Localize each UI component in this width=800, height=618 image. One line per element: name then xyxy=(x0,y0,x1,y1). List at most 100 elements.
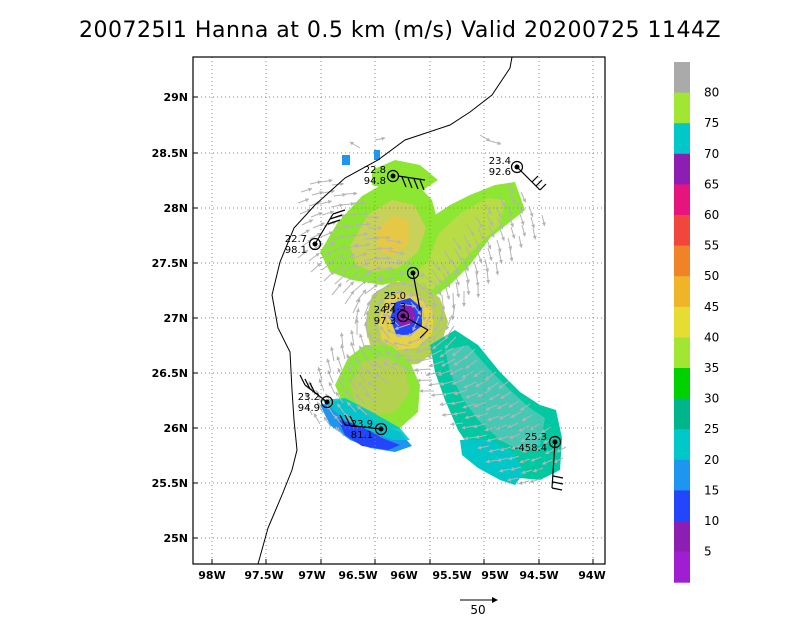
wind-vector xyxy=(496,239,502,253)
radar-site: 24.497.3 xyxy=(374,305,429,339)
wind-vector xyxy=(433,280,442,296)
wind-vector xyxy=(304,392,311,405)
colorbar-segment xyxy=(674,245,690,277)
wind-vector xyxy=(450,422,464,427)
wind-vector xyxy=(375,284,391,293)
y-tick-label: 26N xyxy=(163,422,188,435)
colorbar-segment xyxy=(674,398,690,430)
wind-vector xyxy=(465,392,479,399)
wind-vector xyxy=(297,198,310,204)
wind-vector xyxy=(387,271,405,276)
radar-site: 25.3-458.4 xyxy=(515,432,564,491)
wind-vector xyxy=(427,349,443,358)
wind-vector xyxy=(498,380,510,389)
wind-vector xyxy=(386,239,402,244)
wind-vector xyxy=(507,182,514,194)
wind-vector xyxy=(363,321,369,339)
colorbar: 80 75 70 65 60 55 50 45 40 35 30 25 20 15 10 5 xyxy=(674,62,719,583)
wind-vector xyxy=(407,326,422,337)
wind-vector xyxy=(368,332,377,348)
x-axis-ticks: 98W 97.5W 97W 96.5W 96W 95.5W 95W 94.5W 94W xyxy=(198,559,606,582)
wind-barb xyxy=(412,272,421,311)
wind-vector xyxy=(341,253,356,261)
wind-vector xyxy=(463,235,472,248)
wind-vector xyxy=(466,224,475,237)
wind-vector xyxy=(320,231,334,238)
wind-vector xyxy=(417,357,434,363)
wind-barb-flag xyxy=(413,178,419,190)
wind-vector xyxy=(332,264,345,274)
wind-swath xyxy=(460,440,524,485)
wind-vector xyxy=(486,382,499,391)
wind-vector xyxy=(472,423,486,429)
wind-vector xyxy=(364,236,380,241)
wind-vector xyxy=(312,222,325,229)
wind-vector xyxy=(403,348,421,353)
wind-barb-flag xyxy=(419,329,429,339)
wind-vector xyxy=(497,435,510,441)
station-marker-icon xyxy=(510,160,524,174)
wind-vector xyxy=(533,445,545,452)
colorbar-label: 35 xyxy=(704,361,719,375)
wind-vector xyxy=(355,357,365,372)
wind-vector xyxy=(355,289,367,303)
wind-vector xyxy=(354,211,369,216)
wind-vector xyxy=(473,401,487,408)
wind-vector xyxy=(311,191,324,196)
wind-vector xyxy=(508,455,520,461)
wind-vector xyxy=(375,337,388,351)
wind-vector xyxy=(367,276,383,284)
wind-vector xyxy=(518,480,530,485)
wind-barb-flag xyxy=(535,179,543,187)
wind-vector xyxy=(374,256,392,261)
wind-vector xyxy=(517,202,523,215)
station-label-top: 23.4 xyxy=(489,156,511,167)
wind-vector xyxy=(473,260,479,275)
station-marker-dot xyxy=(410,270,416,276)
wind-vector xyxy=(300,187,313,193)
station-label-bottom: -458.4 xyxy=(515,443,547,454)
x-tick-label: 95.5W xyxy=(432,569,471,582)
wind-barb-flag xyxy=(327,219,341,225)
wind-vector xyxy=(544,448,556,455)
wind-vector xyxy=(553,457,564,464)
x-tick-label: 94.5W xyxy=(519,569,558,582)
y-tick-label: 28.5N xyxy=(152,147,188,160)
colorbar-label: 60 xyxy=(704,208,719,222)
wind-vector xyxy=(484,258,490,273)
wind-vector xyxy=(387,314,400,327)
wind-barb-flag xyxy=(332,209,346,215)
wind-vector xyxy=(541,459,553,465)
radar-site: 23.492.6 xyxy=(489,156,547,191)
wind-vector xyxy=(319,199,333,205)
station-label-bottom: 98.1 xyxy=(285,245,307,256)
station-label-top: 23.2 xyxy=(298,392,320,403)
wind-vector xyxy=(452,411,467,416)
wind-vector xyxy=(509,193,516,205)
wind-vector xyxy=(388,250,405,256)
wind-vector xyxy=(356,222,371,227)
wind-vector xyxy=(342,233,357,239)
wind-barb-flag xyxy=(539,183,547,191)
wind-vector xyxy=(409,268,425,278)
wind-vector xyxy=(335,391,344,404)
wind-vector xyxy=(463,436,477,441)
wind-vector xyxy=(477,390,490,398)
station-label-top: 24.4 xyxy=(374,305,396,316)
wind-vector xyxy=(419,293,429,309)
wind-vector xyxy=(510,466,522,471)
wind-vector xyxy=(346,353,354,369)
wind-vector xyxy=(373,320,380,337)
x-tick-label: 95W xyxy=(481,569,508,582)
colorbar-segment xyxy=(674,368,690,400)
wind-vector xyxy=(345,389,355,402)
wind-vector xyxy=(410,301,422,315)
wind-vector xyxy=(499,446,512,452)
wind-vector xyxy=(383,339,399,349)
wind-vector xyxy=(364,356,376,370)
wind-vector xyxy=(437,369,453,376)
wind-vector xyxy=(394,352,412,358)
wind-vectors xyxy=(297,134,567,485)
wind-vector xyxy=(496,457,509,462)
wind-vector xyxy=(353,280,367,292)
